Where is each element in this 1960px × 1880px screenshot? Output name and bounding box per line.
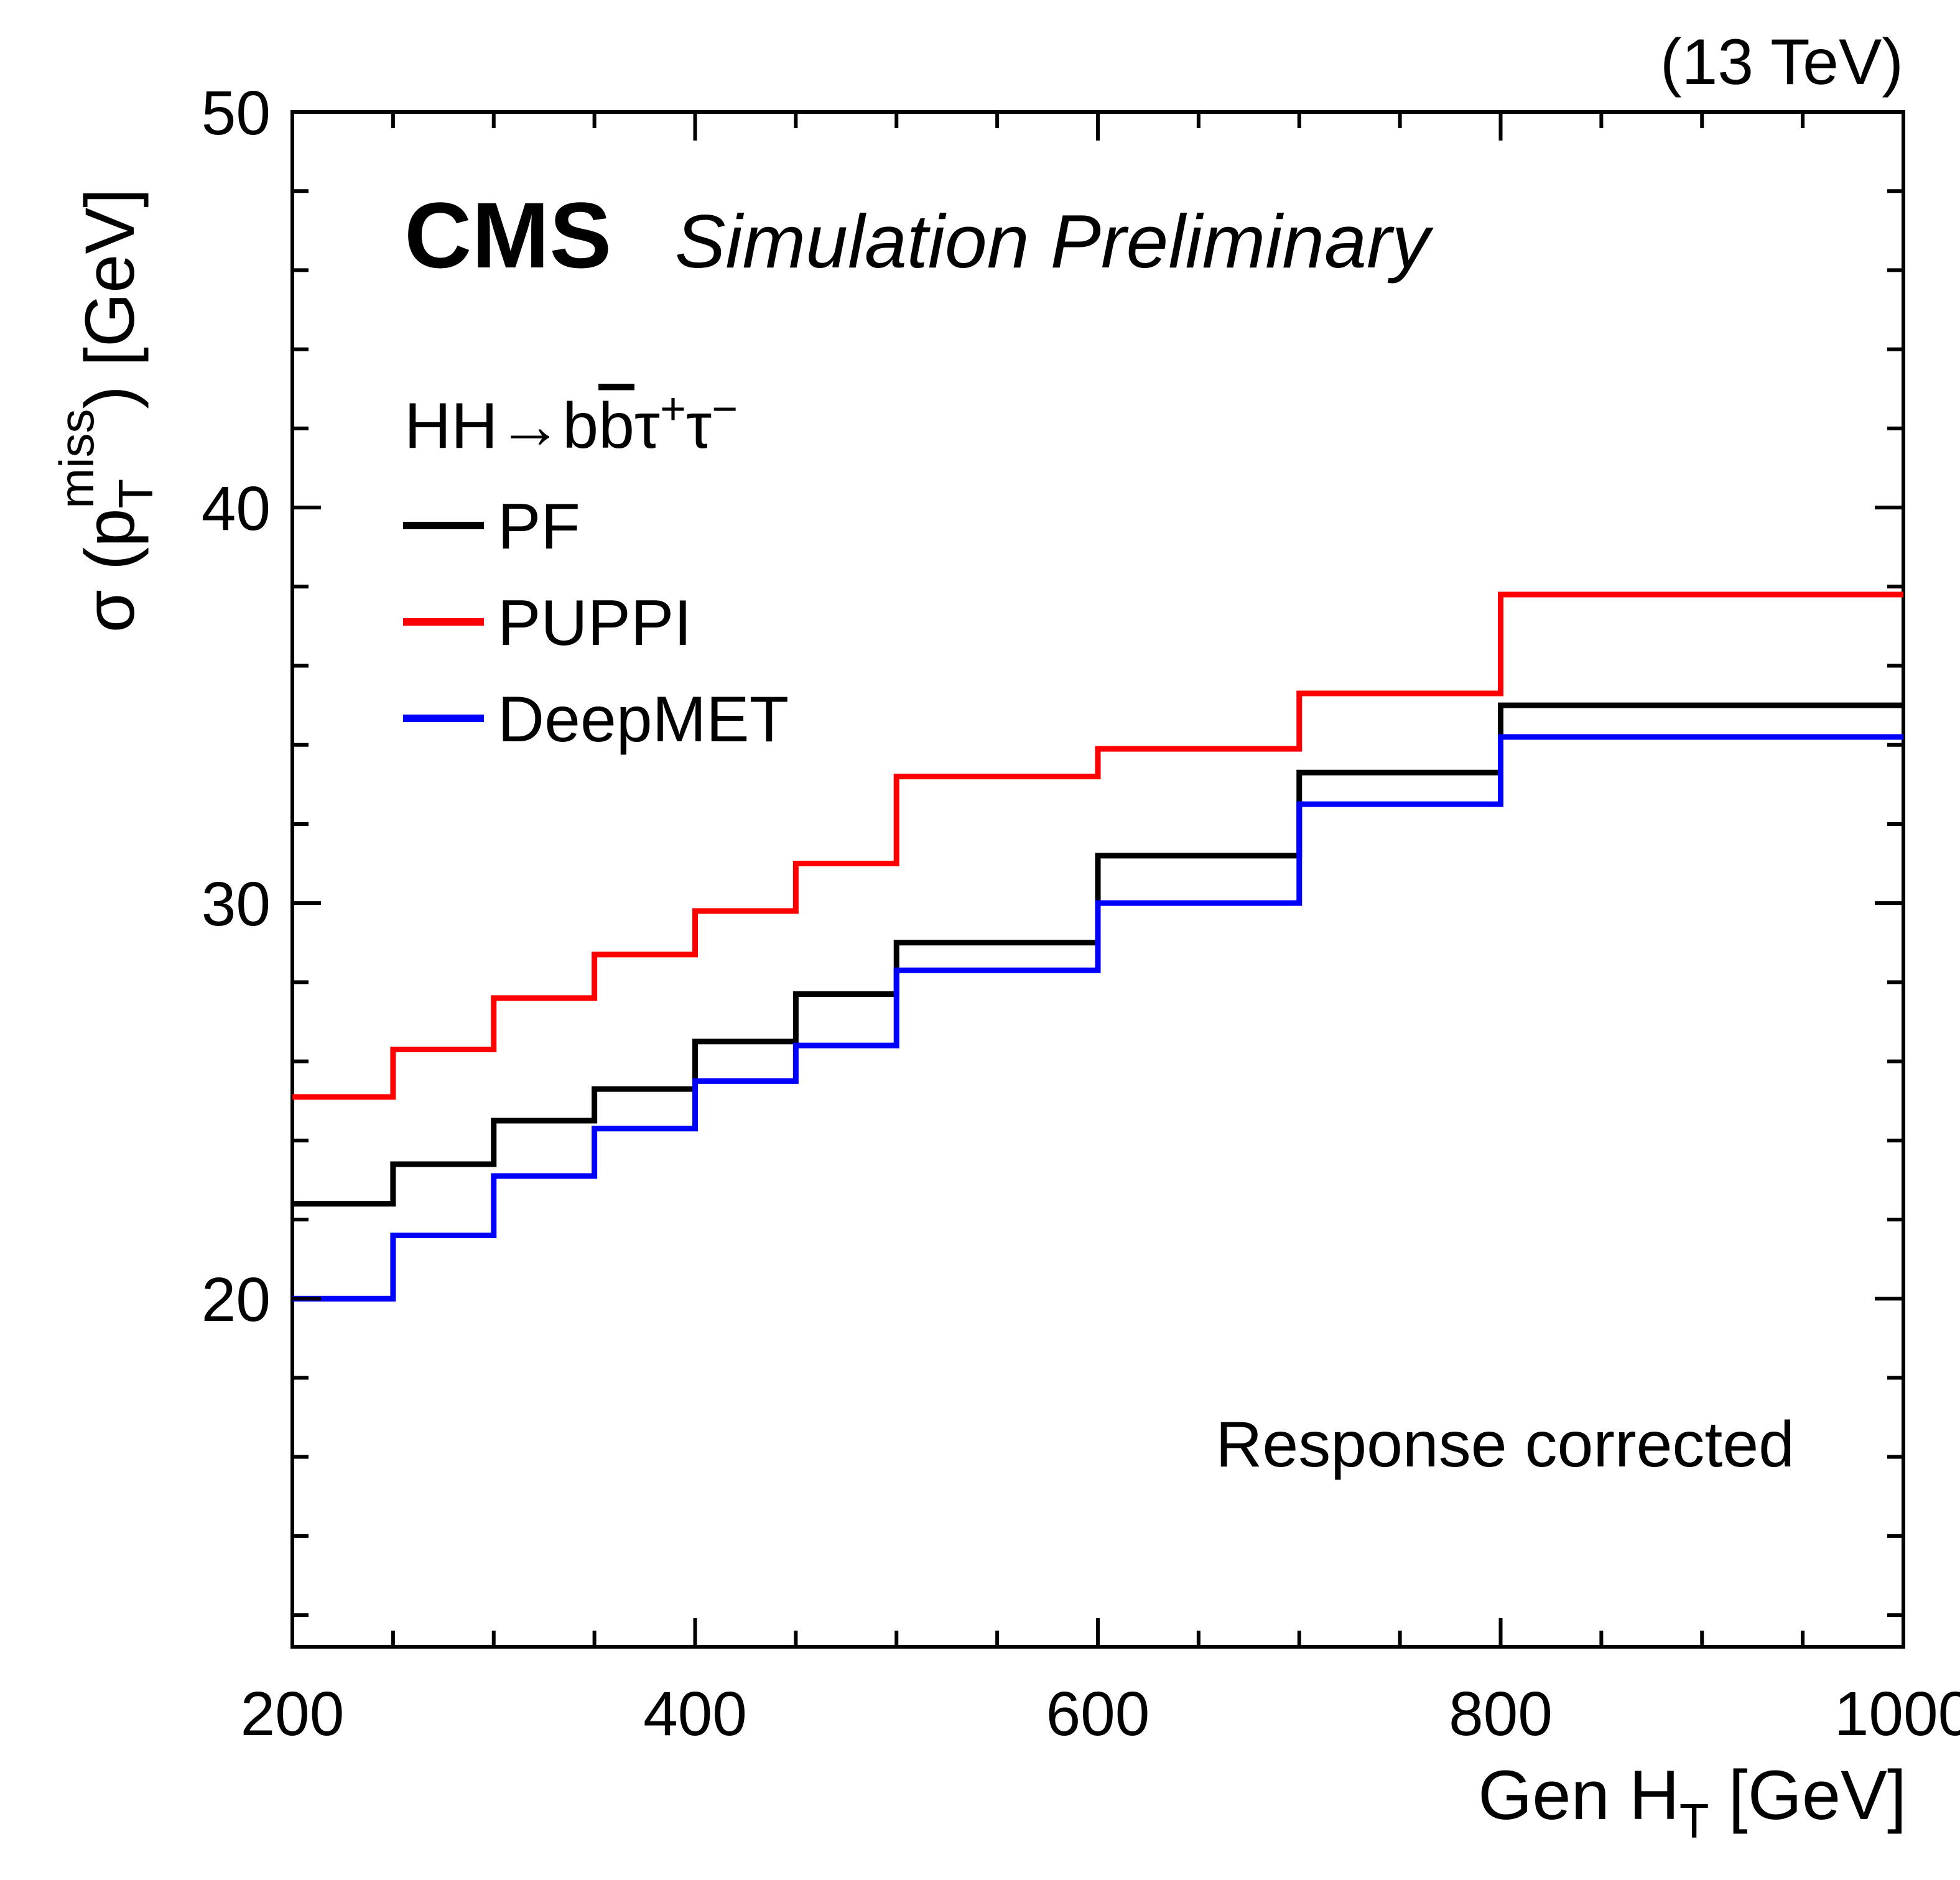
cms-label: CMS: [404, 183, 611, 287]
x-axis-title-text: [GeV]: [1709, 1756, 1907, 1834]
legend-title-sup: +: [660, 384, 686, 434]
series-line-PF: [292, 702, 1903, 1207]
y-tick-label: 30: [202, 869, 271, 939]
series-line-PUPPI: [292, 591, 1903, 1100]
series-line-DeepMET: [292, 734, 1903, 1302]
y-axis-title-sub: T: [108, 479, 163, 509]
tick-label-layer: 200 400 600 800 1000 20 30 40 50: [202, 78, 1960, 1749]
y-tick-label: 50: [202, 78, 271, 148]
legend-label-pf: PF: [498, 491, 580, 563]
legend-title-part: τ: [634, 390, 660, 462]
x-tick-label: 400: [643, 1679, 747, 1749]
energy-label: (13 TeV): [1660, 26, 1903, 98]
x-axis-title: Gen HT [GeV]: [1478, 1756, 1907, 1848]
x-tick-label: 200: [241, 1679, 345, 1749]
tick-layer: [290, 110, 1905, 1647]
x-axis-title-text: Gen H: [1478, 1756, 1679, 1834]
y-axis-title: σ (pTmiss) [GeV]: [49, 188, 163, 633]
series-layer: [292, 591, 1903, 1302]
y-tick-label: 40: [202, 474, 271, 544]
legend-title-sup: −: [712, 384, 738, 434]
x-tick-label: 800: [1449, 1679, 1553, 1749]
legend-title-bbar: b: [598, 390, 634, 462]
cms-sublabel: Simulation Preliminary: [675, 199, 1434, 284]
y-axis-title-sup: miss: [49, 409, 104, 508]
x-tick-label: 600: [1046, 1679, 1150, 1749]
y-tick-label: 20: [202, 1265, 271, 1335]
legend-title: HH→bbτ+τ−: [404, 384, 738, 462]
annotation-response-corrected: Response corrected: [1215, 1409, 1795, 1481]
y-axis-title-text: σ (p: [71, 508, 149, 632]
legend-label-deepmet: DeepMET: [498, 683, 789, 756]
y-axis-title-text: ) [GeV]: [71, 188, 149, 409]
x-axis-title-sub: T: [1679, 1794, 1709, 1848]
legend-label-puppi: PUPPI: [498, 587, 692, 659]
legend-title-part: HH→b: [404, 390, 598, 462]
legend-title-part: τ: [686, 390, 712, 462]
x-tick-label: 1000: [1834, 1679, 1960, 1749]
